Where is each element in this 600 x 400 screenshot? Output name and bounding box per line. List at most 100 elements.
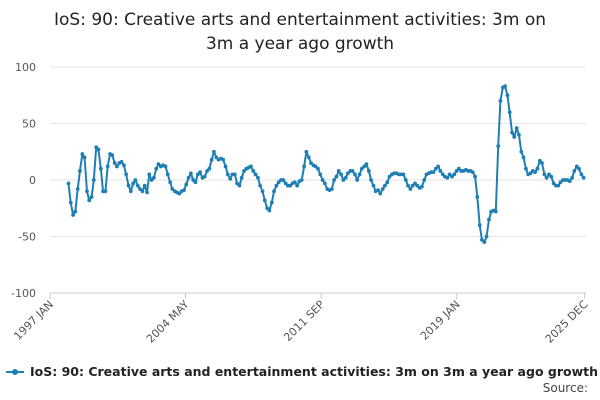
data-point (341, 178, 346, 182)
legend[interactable]: IoS: 90: Creative arts and entertainment… (6, 364, 598, 379)
data-point (403, 178, 408, 182)
data-point (353, 172, 357, 177)
data-point (329, 187, 334, 191)
data-point (415, 183, 420, 188)
x-tick-label: 2011 SEP (281, 298, 327, 344)
data-point (78, 169, 82, 173)
series-line (67, 85, 585, 244)
data-point (82, 155, 87, 160)
data-point (293, 180, 297, 185)
legend-label: IoS: 90: Creative arts and entertainment… (30, 364, 599, 379)
data-point (364, 162, 369, 167)
data-point (110, 153, 115, 158)
data-point (498, 99, 503, 103)
y-tick-label: 0 (29, 174, 36, 187)
data-point (237, 183, 242, 188)
data-point (66, 181, 71, 186)
y-tick-label: -100 (11, 287, 36, 300)
data-point (239, 175, 244, 180)
data-point (577, 166, 581, 171)
grid-lines (50, 66, 586, 294)
data-point (477, 223, 482, 228)
data-point (133, 178, 138, 182)
data-point (131, 181, 136, 186)
data-point (452, 172, 457, 177)
data-point (517, 132, 521, 137)
data-point (228, 176, 233, 181)
data-point (505, 93, 510, 98)
data-point (445, 175, 450, 180)
data-point (313, 164, 318, 169)
data-point (316, 166, 320, 171)
chart-title: IoS: 90: Creative arts and entertainment… (0, 8, 600, 56)
data-point (556, 183, 561, 188)
data-point (128, 189, 133, 194)
data-point (514, 126, 519, 130)
data-point (170, 187, 175, 191)
data-point (184, 182, 189, 187)
data-point (493, 209, 498, 214)
data-point (151, 175, 156, 180)
data-point (258, 183, 263, 188)
data-point (322, 181, 327, 186)
data-point (320, 178, 325, 182)
data-point (202, 174, 207, 179)
source-label[interactable]: Source: (542, 381, 588, 395)
data-point (383, 183, 387, 188)
data-point (207, 166, 212, 171)
data-point (475, 195, 480, 199)
data-point (154, 166, 159, 171)
data-point (135, 183, 140, 188)
data-point (456, 166, 461, 171)
data-point (221, 157, 226, 162)
data-point (281, 178, 286, 182)
data-point (332, 178, 336, 182)
data-point (535, 166, 540, 171)
data-point (339, 172, 343, 177)
data-point (269, 200, 274, 205)
data-point (406, 183, 410, 188)
data-point (567, 179, 572, 184)
data-point (267, 208, 272, 213)
y-tick-label: 100 (15, 61, 36, 74)
data-point (410, 183, 415, 188)
data-point (350, 169, 355, 173)
data-point (336, 169, 341, 173)
data-point (209, 157, 214, 162)
data-point (482, 240, 487, 245)
data-point (385, 180, 390, 185)
data-point (380, 187, 385, 191)
data-point (524, 166, 528, 171)
data-point (119, 160, 124, 164)
data-point (182, 188, 186, 193)
data-point (193, 180, 198, 185)
y-tick-label: 50 (22, 118, 36, 131)
data-point (212, 149, 216, 154)
data-point (359, 166, 364, 171)
data-point (276, 180, 281, 185)
data-point (519, 149, 524, 154)
chart-title-line-1: IoS: 90: Creative arts and entertainment… (53, 10, 546, 30)
data-point (274, 183, 279, 188)
x-tick-label: 1997 JAN (11, 298, 56, 343)
data-point (357, 172, 362, 177)
data-point (272, 189, 276, 194)
data-point (262, 198, 267, 203)
data-point (581, 175, 586, 180)
data-point (249, 164, 253, 169)
data-point (549, 174, 554, 179)
data-point (309, 161, 313, 165)
data-point (540, 161, 544, 165)
data-point (438, 169, 443, 173)
data-point (371, 183, 376, 188)
data-point (232, 172, 237, 177)
data-point (112, 161, 117, 165)
data-point (355, 178, 360, 182)
data-point (433, 166, 438, 171)
data-point (447, 172, 452, 177)
data-point (260, 189, 265, 194)
data-point (419, 184, 424, 189)
data-point (408, 187, 413, 191)
data-point (521, 155, 526, 160)
data-point (126, 183, 131, 188)
